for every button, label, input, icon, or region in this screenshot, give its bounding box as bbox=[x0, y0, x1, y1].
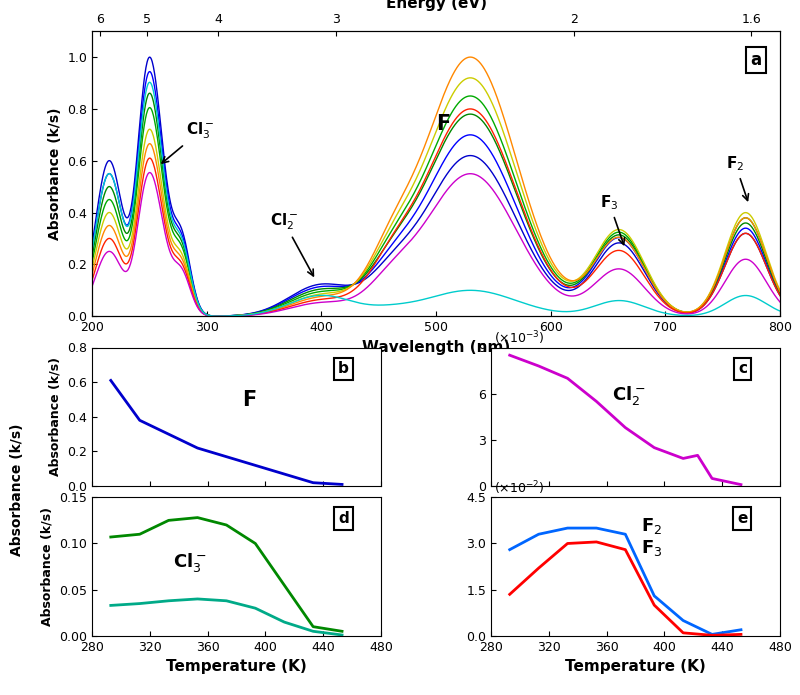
Y-axis label: Absorbance (k/s): Absorbance (k/s) bbox=[47, 108, 62, 240]
Text: ($\times$10$^{-2}$): ($\times$10$^{-2}$) bbox=[494, 479, 544, 497]
X-axis label: Temperature (K): Temperature (K) bbox=[166, 660, 307, 674]
Text: e: e bbox=[738, 511, 748, 526]
Text: ($\times$10$^{-3}$): ($\times$10$^{-3}$) bbox=[494, 329, 544, 347]
X-axis label: Wavelength (nm): Wavelength (nm) bbox=[362, 340, 510, 354]
Text: Cl$_2^-$: Cl$_2^-$ bbox=[612, 384, 646, 407]
Text: b: b bbox=[338, 361, 349, 377]
Y-axis label: Absorbance (k/s): Absorbance (k/s) bbox=[41, 507, 54, 626]
Text: F$_3$: F$_3$ bbox=[642, 538, 662, 557]
Text: F$_3$: F$_3$ bbox=[600, 193, 625, 245]
Text: d: d bbox=[338, 511, 349, 526]
Text: F: F bbox=[436, 114, 450, 133]
X-axis label: Temperature (K): Temperature (K) bbox=[565, 660, 706, 674]
Text: a: a bbox=[750, 51, 762, 70]
Text: Absorbance (k/s): Absorbance (k/s) bbox=[10, 424, 24, 556]
Text: Cl$_2^-$: Cl$_2^-$ bbox=[270, 211, 314, 276]
Text: c: c bbox=[738, 361, 747, 377]
X-axis label: Energy (eV): Energy (eV) bbox=[386, 0, 486, 11]
Text: Cl$_3^-$: Cl$_3^-$ bbox=[162, 121, 214, 163]
Text: F: F bbox=[242, 390, 257, 410]
Text: F$_2$: F$_2$ bbox=[642, 516, 662, 536]
Y-axis label: Absorbance (k/s): Absorbance (k/s) bbox=[49, 357, 62, 476]
Text: Cl$_3^-$: Cl$_3^-$ bbox=[173, 550, 206, 573]
Text: F$_2$: F$_2$ bbox=[726, 154, 749, 200]
